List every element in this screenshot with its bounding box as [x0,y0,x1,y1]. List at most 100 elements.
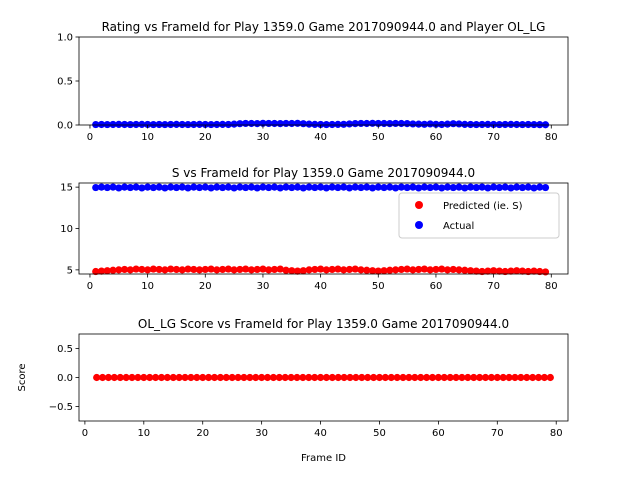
data-point-predicted-ie-s- [415,265,423,274]
data-point-predicted-ie-s- [490,267,498,275]
data-point-actual [178,183,186,191]
data-point-series-0 [157,373,166,382]
data-point-series-0 [340,373,348,382]
data-point-series-0 [122,373,130,382]
data-point-series-0 [381,373,389,382]
data-point-series-0 [240,373,248,382]
data-point-predicted-ie-s- [409,266,417,274]
data-point-actual [541,183,550,192]
data-point-actual [103,183,111,192]
data-point-predicted-ie-s- [317,265,325,273]
data-point-predicted-ie-s- [449,265,457,274]
data-point-predicted-ie-s- [461,266,469,274]
y-tick-label: −0.5 [49,402,73,413]
data-point-actual [213,183,221,191]
x-tick-label: 0 [82,428,88,439]
data-point-predicted-ie-s- [270,265,279,274]
data-point-predicted-ie-s- [507,267,515,275]
data-point-predicted-ie-s- [103,267,111,275]
data-point-predicted-ie-s- [386,266,394,274]
data-point-predicted-ie-s- [351,265,359,273]
data-point-series-0 [287,373,295,382]
data-point-series-0 [517,373,525,382]
data-point-actual [293,183,302,191]
x-tick-label: 10 [137,428,150,439]
data-point-series-0 [529,373,537,382]
data-point-series-0 [213,120,221,129]
data-point-predicted-ie-s- [397,265,405,274]
legend-label: Actual [443,221,474,232]
data-point-series-0 [449,120,457,128]
speed-subplot: 0 10 20 30 40 50 60 70 80 5 10 15 S vs FrameId for P… [60,166,569,292]
data-point-series-0 [434,373,442,382]
data-point-predicted-ie-s- [195,266,204,274]
data-point-actual [536,183,544,191]
data-point-predicted-ie-s- [513,267,521,275]
data-point-actual [282,183,290,191]
data-point-series-0 [438,120,446,129]
data-point-predicted-ie-s- [236,265,244,274]
data-point-predicted-ie-s- [242,265,250,273]
data-point-series-0 [484,120,492,128]
y-tick-label: 0.0 [57,121,73,132]
data-point-actual [224,183,232,191]
data-point-series-0 [299,120,307,128]
y-tick-label: 5 [67,265,73,276]
data-point-actual [478,183,486,191]
data-point-predicted-ie-s- [357,266,365,274]
data-point-series-0 [146,373,154,382]
data-point-predicted-ie-s- [305,266,313,274]
x-tick-label: 50 [373,428,386,439]
data-point-actual [270,183,279,191]
x-tick-label: 50 [372,132,385,143]
data-point-series-0 [190,120,198,129]
data-point-series-0 [440,373,448,382]
data-point-series-0 [311,120,319,128]
legend-label: Predicted (ie. S) [443,201,523,212]
data-point-predicted-ie-s- [524,267,532,276]
data-point-series-0 [426,120,434,128]
data-point-predicted-ie-s- [109,266,117,274]
data-point-series-0 [132,120,140,129]
data-point-series-0 [187,373,195,382]
data-point-actual [201,183,209,191]
data-point-series-0 [317,120,325,129]
data-point-actual [184,184,192,192]
data-point-series-0 [476,373,484,382]
data-point-predicted-ie-s- [265,266,273,274]
x-tick-label: 40 [314,132,327,143]
x-tick-label: 80 [545,132,558,143]
data-point-actual [230,184,238,192]
data-point-series-0 [540,373,549,382]
data-point-predicted-ie-s- [426,266,434,274]
data-point-series-0 [92,120,100,129]
data-point-predicted-ie-s- [207,265,215,273]
data-point-actual [455,183,463,191]
data-point-predicted-ie-s- [403,265,411,273]
data-point-series-0 [281,373,289,382]
data-point-predicted-ie-s- [213,266,221,274]
data-point-series-0 [269,373,278,382]
data-point-actual [311,183,319,192]
data-point-predicted-ie-s- [161,266,169,274]
data-point-series-0 [161,120,169,129]
data-point-series-0 [393,373,401,382]
data-point-series-0 [193,373,201,382]
data-point-actual [161,184,169,192]
x-axis-label: Frame ID [301,453,346,464]
data-point-series-0 [478,120,486,129]
data-point-actual [97,183,106,191]
data-point-predicted-ie-s- [144,266,152,274]
data-point-predicted-ie-s- [132,265,140,273]
data-point-actual [218,183,227,192]
data-point-predicted-ie-s- [322,266,330,274]
data-point-predicted-ie-s- [282,266,290,274]
data-point-predicted-ie-s- [432,265,440,274]
data-point-series-0 [169,373,177,382]
data-point-series-0 [423,373,431,382]
data-point-series-0 [481,373,490,382]
data-point-series-0 [316,373,325,382]
x-tick-label: 0 [87,132,93,143]
data-point-predicted-ie-s- [184,265,192,273]
data-point-series-0 [184,120,192,129]
